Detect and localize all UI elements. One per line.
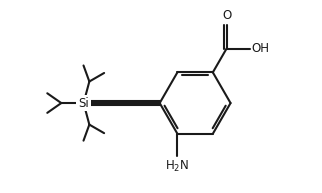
Text: O: O [222, 9, 231, 22]
Text: Si: Si [78, 96, 89, 110]
Text: H$_2$N: H$_2$N [165, 159, 189, 174]
Text: OH: OH [252, 42, 270, 55]
